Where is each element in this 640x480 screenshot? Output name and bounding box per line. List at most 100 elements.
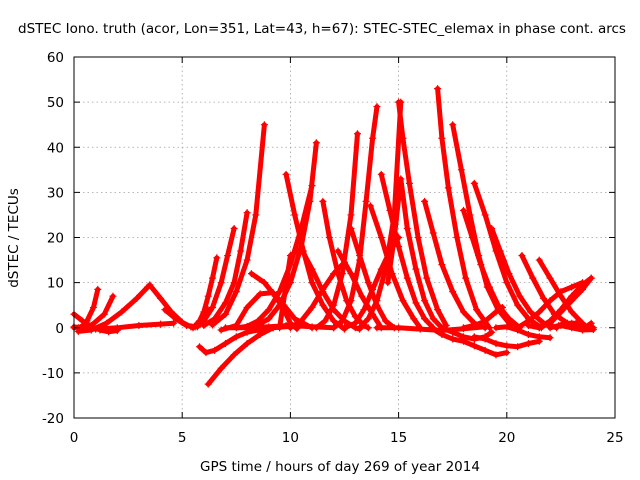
data-point-marker: [217, 364, 225, 372]
data-point-marker: [589, 326, 597, 334]
series-line: [348, 226, 397, 331]
series-line: [368, 203, 423, 331]
data-point-marker: [221, 340, 229, 348]
data-point-marker: [535, 333, 543, 341]
x-tick-label: 25: [606, 430, 623, 446]
data-point-marker: [276, 324, 284, 332]
data-point-marker: [377, 234, 385, 241]
data-point-marker: [492, 351, 500, 359]
data-point-marker: [524, 321, 532, 329]
y-tick-label: 0: [55, 321, 64, 337]
data-point-marker: [416, 325, 424, 333]
y-tick-label: 50: [47, 95, 64, 111]
x-tick-label: 15: [390, 430, 407, 446]
data-point-marker: [503, 279, 511, 287]
data-point-marker: [306, 197, 314, 205]
data-point-marker: [466, 211, 474, 219]
series-35: [449, 121, 515, 329]
data-point-marker: [453, 234, 461, 241]
data-point-marker: [382, 317, 390, 325]
data-point-marker: [390, 234, 398, 241]
x-tick-labels: 0 5 10 15 20 25: [70, 430, 624, 446]
data-point-marker: [546, 297, 554, 305]
data-point-marker: [492, 324, 500, 332]
data-point-marker: [161, 306, 169, 314]
data-point-marker: [183, 321, 191, 329]
data-point-marker: [334, 247, 342, 255]
data-point-marker: [351, 319, 359, 327]
data-point-marker: [260, 279, 268, 287]
data-point-marker: [498, 303, 506, 311]
data-point-marker: [135, 321, 143, 329]
data-point-marker: [438, 134, 446, 142]
data-point-marker: [535, 256, 543, 264]
series-51: [568, 319, 595, 332]
series-8: [191, 224, 238, 331]
data-point-marker: [347, 211, 355, 219]
data-point-marker: [481, 211, 489, 219]
data-point-marker: [429, 315, 437, 323]
data-point-marker: [230, 224, 238, 232]
series-44: [492, 323, 554, 342]
data-point-marker: [260, 121, 268, 129]
data-point-marker: [83, 317, 91, 325]
data-point-marker: [377, 170, 385, 178]
data-point-marker: [384, 279, 392, 287]
data-point-marker: [364, 315, 372, 323]
data-point-marker: [237, 247, 245, 255]
data-point-marker: [395, 98, 403, 106]
series-line: [428, 325, 510, 358]
data-point-marker: [568, 292, 576, 300]
series-50: [535, 256, 587, 327]
data-point-marker: [157, 294, 165, 302]
data-point-marker: [557, 306, 565, 314]
data-point-marker: [373, 324, 381, 332]
data-point-marker: [243, 340, 251, 348]
data-point-marker: [170, 319, 178, 327]
data-point-marker: [518, 252, 526, 260]
data-point-marker: [410, 315, 418, 323]
data-point-marker: [524, 340, 532, 348]
data-point-marker: [503, 342, 511, 350]
x-tick-label: 0: [70, 430, 79, 446]
data-point-marker: [488, 224, 496, 232]
data-point-marker: [557, 292, 565, 300]
series-line: [201, 210, 250, 328]
data-point-marker: [366, 202, 374, 210]
data-layer: [70, 85, 597, 388]
y-tick-label: -10: [42, 366, 64, 382]
data-point-marker: [191, 323, 199, 331]
data-point-marker: [423, 274, 431, 282]
chart-title: dSTEC Iono. truth (acor, Lon=351, Lat=43…: [18, 21, 626, 37]
data-point-marker: [399, 134, 407, 142]
data-point-marker: [535, 308, 543, 316]
data-point-marker: [291, 315, 299, 323]
data-point-marker: [282, 170, 290, 178]
data-point-marker: [256, 331, 264, 339]
data-point-marker: [373, 103, 381, 111]
data-point-marker: [421, 297, 429, 305]
y-tick-label: 30: [47, 185, 64, 201]
series-line: [147, 282, 194, 330]
x-axis-label: GPS time / hours of day 269 of year 2014: [200, 459, 480, 475]
series-36: [460, 206, 524, 332]
data-point-marker: [172, 315, 180, 323]
data-point-marker: [102, 319, 110, 327]
series-line: [450, 122, 514, 328]
data-point-marker: [364, 279, 372, 287]
data-point-marker: [529, 274, 537, 282]
data-point-marker: [460, 324, 468, 332]
data-point-marker: [204, 380, 212, 388]
data-point-marker: [208, 274, 216, 282]
data-point-marker: [481, 346, 489, 354]
data-point-marker: [100, 310, 108, 318]
data-point-marker: [568, 319, 576, 327]
data-point-marker: [330, 317, 338, 325]
data-point-marker: [369, 134, 377, 142]
data-point-marker: [503, 323, 511, 331]
data-point-marker: [308, 303, 316, 311]
data-point-marker: [208, 321, 216, 329]
data-point-marker: [243, 209, 251, 217]
data-point-marker: [470, 333, 478, 341]
data-point-marker: [386, 206, 394, 214]
